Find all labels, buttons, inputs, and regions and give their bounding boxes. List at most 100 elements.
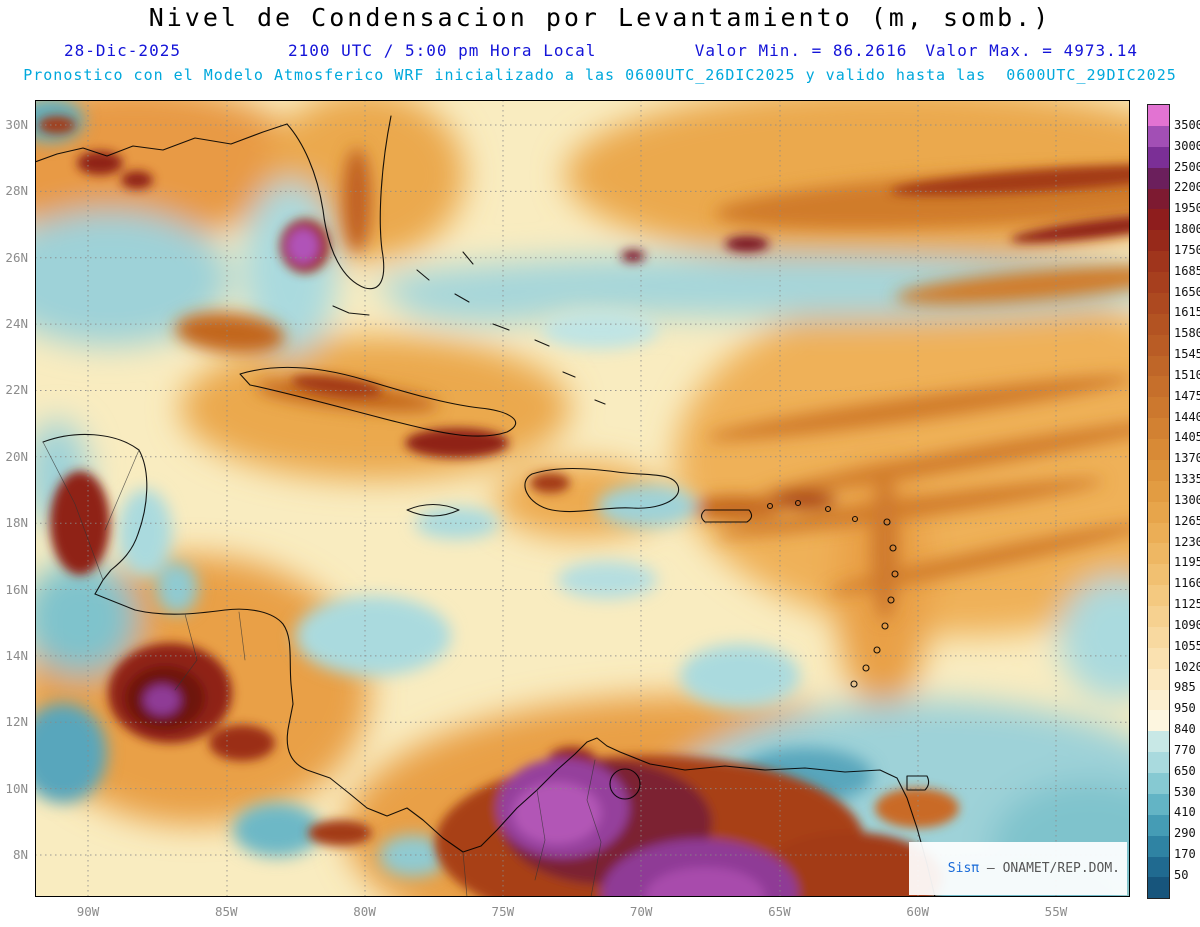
hispaniola-coastline: [524, 467, 680, 513]
min-value: Valor Min. = 86.2616: [694, 41, 908, 60]
colorbar-tick-label: 1580: [1174, 326, 1200, 341]
max-value: Valor Max. = 4973.14: [925, 41, 1138, 60]
valid-time: 2100 UTC / 5:00 pm Hora Local: [288, 41, 597, 60]
colorbar-tick-label: 530: [1174, 784, 1196, 799]
colorbar-segment: [1148, 397, 1169, 419]
colorbar-tick-label: 50: [1174, 867, 1189, 882]
valid-date: 28-Dic-2025: [64, 41, 181, 60]
colorbar-tick-label: 840: [1174, 722, 1196, 737]
colorbar-segment: [1148, 188, 1169, 210]
lon-tick-label: 70W: [629, 904, 653, 919]
colorbar-tick-label: 1440: [1174, 409, 1200, 424]
colorbar-tick-label: 1685: [1174, 263, 1200, 278]
colorbar-tick-label: 1195: [1174, 555, 1200, 570]
colorbar-tick-label: 1265: [1174, 513, 1200, 528]
yucatan-coastline: [42, 433, 148, 595]
colorbar-segment: [1148, 710, 1169, 732]
lat-tick-label: 8N: [12, 846, 28, 862]
lon-tick-label: 85W: [214, 904, 238, 919]
colorbar-tick-label: 1950: [1174, 201, 1200, 216]
colorbar-tick-label: 1800: [1174, 222, 1200, 237]
trinidad-coastline: [906, 775, 930, 791]
colorbar-tick-label: 1545: [1174, 347, 1200, 362]
colorbar-tick-label: 2200: [1174, 180, 1200, 195]
contour-field: [35, 100, 1130, 897]
colorbar-segment: [1148, 606, 1169, 627]
cuba-coastline: [239, 366, 517, 437]
colorbar-tick-label: 3500: [1174, 118, 1200, 132]
lat-tick-label: 18N: [5, 515, 28, 531]
colorbar-tick-label: 770: [1174, 742, 1196, 757]
colorbar-tick-label: 410: [1174, 805, 1196, 820]
colorbar-segment: [1148, 793, 1169, 815]
lat-tick-label: 26N: [5, 249, 28, 265]
colorbar-segment: [1148, 418, 1169, 439]
colorbar-tick-label: 1125: [1174, 597, 1200, 612]
colorbar-tick-label: 1300: [1174, 492, 1200, 507]
colorbar-segment: [1148, 105, 1169, 126]
colorbar-segment: [1148, 835, 1169, 857]
lat-tick-label: 24N: [5, 316, 28, 332]
colorbar-tick-label: 1370: [1174, 451, 1200, 466]
lake-maracaibo: [609, 768, 641, 800]
colorbar-segment: [1148, 376, 1169, 398]
coastlines: [35, 115, 936, 897]
country-borders: [42, 441, 602, 897]
lat-tick-label: 14N: [5, 647, 28, 663]
colorbar-segment: [1148, 355, 1169, 377]
colorbar-segment: [1148, 125, 1169, 147]
map-plot: Sisπ – ONAMET/REP.DOM.: [35, 100, 1130, 897]
colorbar-segment: [1148, 501, 1169, 523]
colorbar-tick-label: 1160: [1174, 576, 1200, 591]
lat-tick-label: 20N: [5, 448, 28, 464]
colorbar-segment: [1148, 856, 1169, 878]
colorbar-tick-label: 950: [1174, 701, 1196, 716]
colorbar-tick-label: 1230: [1174, 534, 1200, 549]
colorbar-tick-label: 1335: [1174, 472, 1200, 487]
colorbar-tick-label: 3000: [1174, 138, 1200, 153]
colorbar-segment: [1148, 668, 1169, 690]
lon-tick-label: 75W: [491, 904, 515, 919]
meta-row: 28-Dic-2025 2100 UTC / 5:00 pm Hora Loca…: [0, 41, 1200, 61]
colorbar-tick-label: 2500: [1174, 159, 1200, 174]
gulf-coastline: [35, 123, 288, 163]
colorbar-tick-label: 1405: [1174, 430, 1200, 445]
colorbar-tick-label: 985: [1174, 680, 1196, 695]
colorbar-segment: [1148, 334, 1169, 356]
colorbar-segment: [1148, 209, 1169, 231]
colorbar-tick-label: 1090: [1174, 617, 1200, 632]
jamaica-coastline: [406, 503, 460, 517]
lat-tick-label: 30N: [5, 117, 28, 132]
longitude-axis: 90W 85W 80W 75W 70W 65W 60W 55W: [66, 904, 1078, 919]
colorbar-segment: [1148, 877, 1169, 899]
lat-tick-label: 16N: [5, 581, 28, 597]
lon-tick-label: 90W: [76, 904, 100, 919]
bahamas-islands: [416, 251, 606, 405]
colorbar-segment: [1148, 251, 1169, 272]
florida-coastline: [286, 115, 392, 290]
colorbar-segment: [1148, 647, 1169, 669]
colorbar: [1147, 104, 1170, 899]
lesser-antilles-islands: [766, 499, 899, 688]
lat-tick-label: 22N: [5, 382, 28, 398]
colorbar-segment: [1148, 439, 1169, 460]
colorbar-tick-label: 1055: [1174, 638, 1200, 653]
colorbar-tick-label: 1750: [1174, 242, 1200, 257]
lat-tick-label: 12N: [5, 714, 28, 730]
colorbar-segment: [1148, 522, 1169, 544]
lon-tick-label: 60W: [906, 904, 929, 919]
plot-border: [35, 100, 1130, 897]
lat-tick-label: 10N: [5, 780, 28, 796]
colorbar-segment: [1148, 313, 1169, 335]
colorbar-tick-label: 1615: [1174, 305, 1200, 320]
colorbar-segment: [1148, 292, 1169, 314]
min-max-values: Valor Min. = 86.2616 Valor Max. = 4973.1…: [695, 41, 1138, 60]
lon-tick-label: 55W: [1044, 904, 1068, 919]
latitude-axis: 30N 28N 26N 24N 22N 20N 18N 16N 14N 12N 10N 8N: [0, 117, 31, 863]
colorbar-segment: [1148, 689, 1169, 711]
watermark-text: – ONAMET/REP.DOM.: [979, 861, 1120, 876]
contour-blobs-cores: [38, 116, 1130, 897]
florida-keys: [332, 305, 370, 316]
colorbar-tick-label: 1475: [1174, 388, 1200, 403]
colorbar-segment: [1148, 731, 1169, 753]
